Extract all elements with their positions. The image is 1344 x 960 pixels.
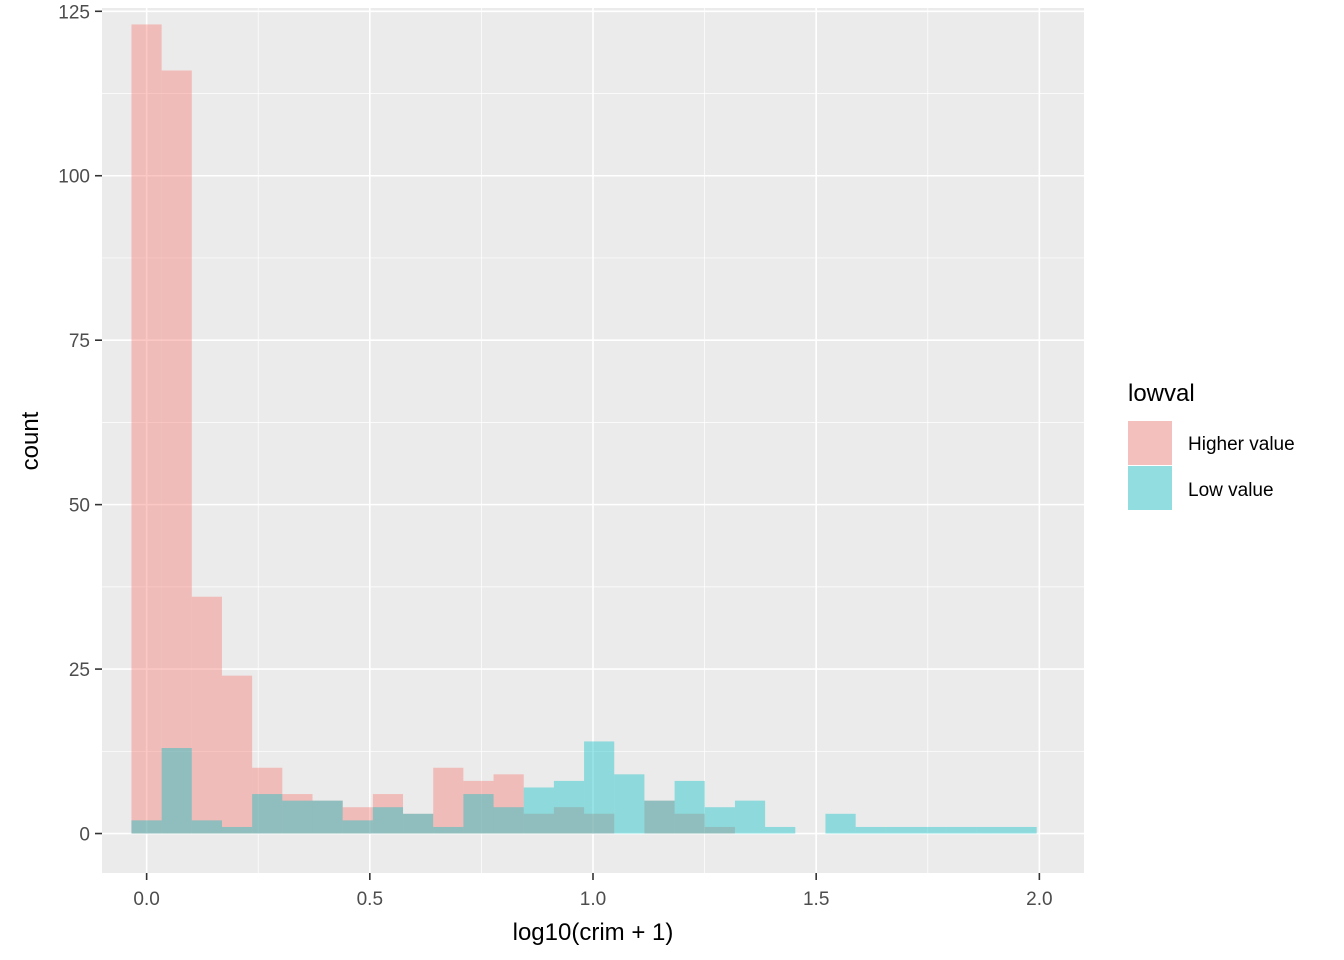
bar-higher-value-bin-1	[161, 70, 192, 834]
bar-low-value-bin-24	[855, 826, 886, 834]
bar-low-value-bin-26	[915, 826, 947, 834]
x-tick-label: 0.5	[357, 889, 383, 910]
bar-higher-value-bin-9	[403, 813, 434, 834]
bar-higher-value-bin-14	[553, 807, 585, 834]
bar-higher-value-bin-4	[252, 767, 283, 834]
bar-low-value-bin-16	[614, 774, 645, 834]
bar-low-value-bin-29	[1006, 826, 1037, 834]
y-tick-label: 0	[79, 825, 90, 846]
bar-low-value-bin-9	[403, 813, 434, 834]
y-tick-label: 25	[69, 660, 90, 681]
bar-low-value-bin-11	[463, 794, 494, 834]
legend-swatch-low-value	[1128, 466, 1172, 510]
legend: lowval Higher value Low value	[1128, 380, 1295, 510]
bar-higher-value-bin-18	[674, 813, 705, 834]
bar-higher-value-bin-19	[704, 826, 735, 834]
bar-low-value-bin-13	[523, 787, 554, 834]
bar-higher-value-bin-13	[523, 813, 554, 834]
bar-low-value-bin-3	[221, 826, 253, 834]
y-tick-label: 125	[58, 2, 90, 23]
bar-low-value-bin-28	[976, 826, 1007, 834]
bar-low-value-bin-10	[433, 826, 464, 834]
bar-low-value-bin-15	[584, 741, 615, 834]
x-tick-label: 1.0	[580, 889, 606, 910]
bar-low-value-bin-18	[674, 780, 705, 834]
y-axis: 0 25 50 75 100 125	[58, 2, 102, 846]
x-tick-label: 1.5	[803, 889, 829, 910]
legend-label-low-value: Low value	[1188, 480, 1274, 501]
bar-low-value-bin-14	[553, 780, 585, 834]
legend-swatch-higher-value	[1128, 421, 1172, 465]
bar-low-value-bin-1	[161, 748, 192, 834]
bar-low-value-bin-0	[131, 820, 162, 834]
bar-low-value-bin-17	[644, 800, 675, 834]
x-axis-title: log10(crim + 1)	[513, 919, 674, 946]
bar-low-value-bin-25	[885, 826, 916, 834]
bar-low-value-bin-7	[342, 820, 373, 834]
bar-low-value-bin-12	[493, 807, 524, 834]
legend-label-higher-value: Higher value	[1188, 434, 1295, 455]
legend-key-background-low-value	[1128, 466, 1172, 510]
bar-higher-value-bin-2	[191, 596, 222, 834]
bar-higher-value-bin-10	[433, 767, 464, 834]
bar-higher-value-bin-12	[493, 774, 524, 834]
bar-low-value-bin-4	[252, 794, 283, 834]
bar-low-value-bin-23	[825, 813, 856, 834]
legend-key-background-higher-value	[1128, 421, 1172, 465]
bar-higher-value-bin-8	[372, 794, 404, 834]
x-tick-label: 0.0	[133, 889, 159, 910]
series-low-value	[131, 741, 1037, 834]
bar-low-value-bin-27	[946, 826, 977, 834]
bar-higher-value-bin-0	[131, 24, 162, 834]
bar-higher-value-bin-6	[312, 800, 343, 834]
bar-low-value-bin-5	[282, 800, 313, 834]
legend-title: lowval	[1128, 380, 1195, 407]
bar-higher-value-bin-11	[463, 780, 494, 834]
bar-low-value-bin-19	[704, 807, 735, 834]
y-tick-label: 75	[69, 331, 90, 352]
y-tick-label: 100	[58, 167, 90, 188]
bar-low-value-bin-8	[372, 807, 404, 834]
bar-low-value-bin-6	[312, 800, 343, 834]
bar-higher-value-bin-3	[221, 675, 253, 834]
y-axis-title: count	[17, 411, 44, 470]
y-tick-label: 50	[69, 496, 90, 517]
x-tick-label: 2.0	[1026, 889, 1052, 910]
x-axis: 0.0 0.5 1.0 1.5 2.0	[133, 873, 1053, 910]
bar-higher-value-bin-5	[282, 794, 313, 834]
bar-low-value-bin-21	[765, 826, 796, 834]
major-gridlines	[102, 8, 1084, 873]
bar-higher-value-bin-17	[644, 800, 675, 834]
bar-higher-value-bin-15	[584, 813, 615, 834]
series-higher-value	[131, 24, 735, 834]
bar-low-value-bin-20	[734, 800, 766, 834]
bar-low-value-bin-2	[191, 820, 222, 834]
bar-higher-value-bin-7	[342, 807, 373, 834]
